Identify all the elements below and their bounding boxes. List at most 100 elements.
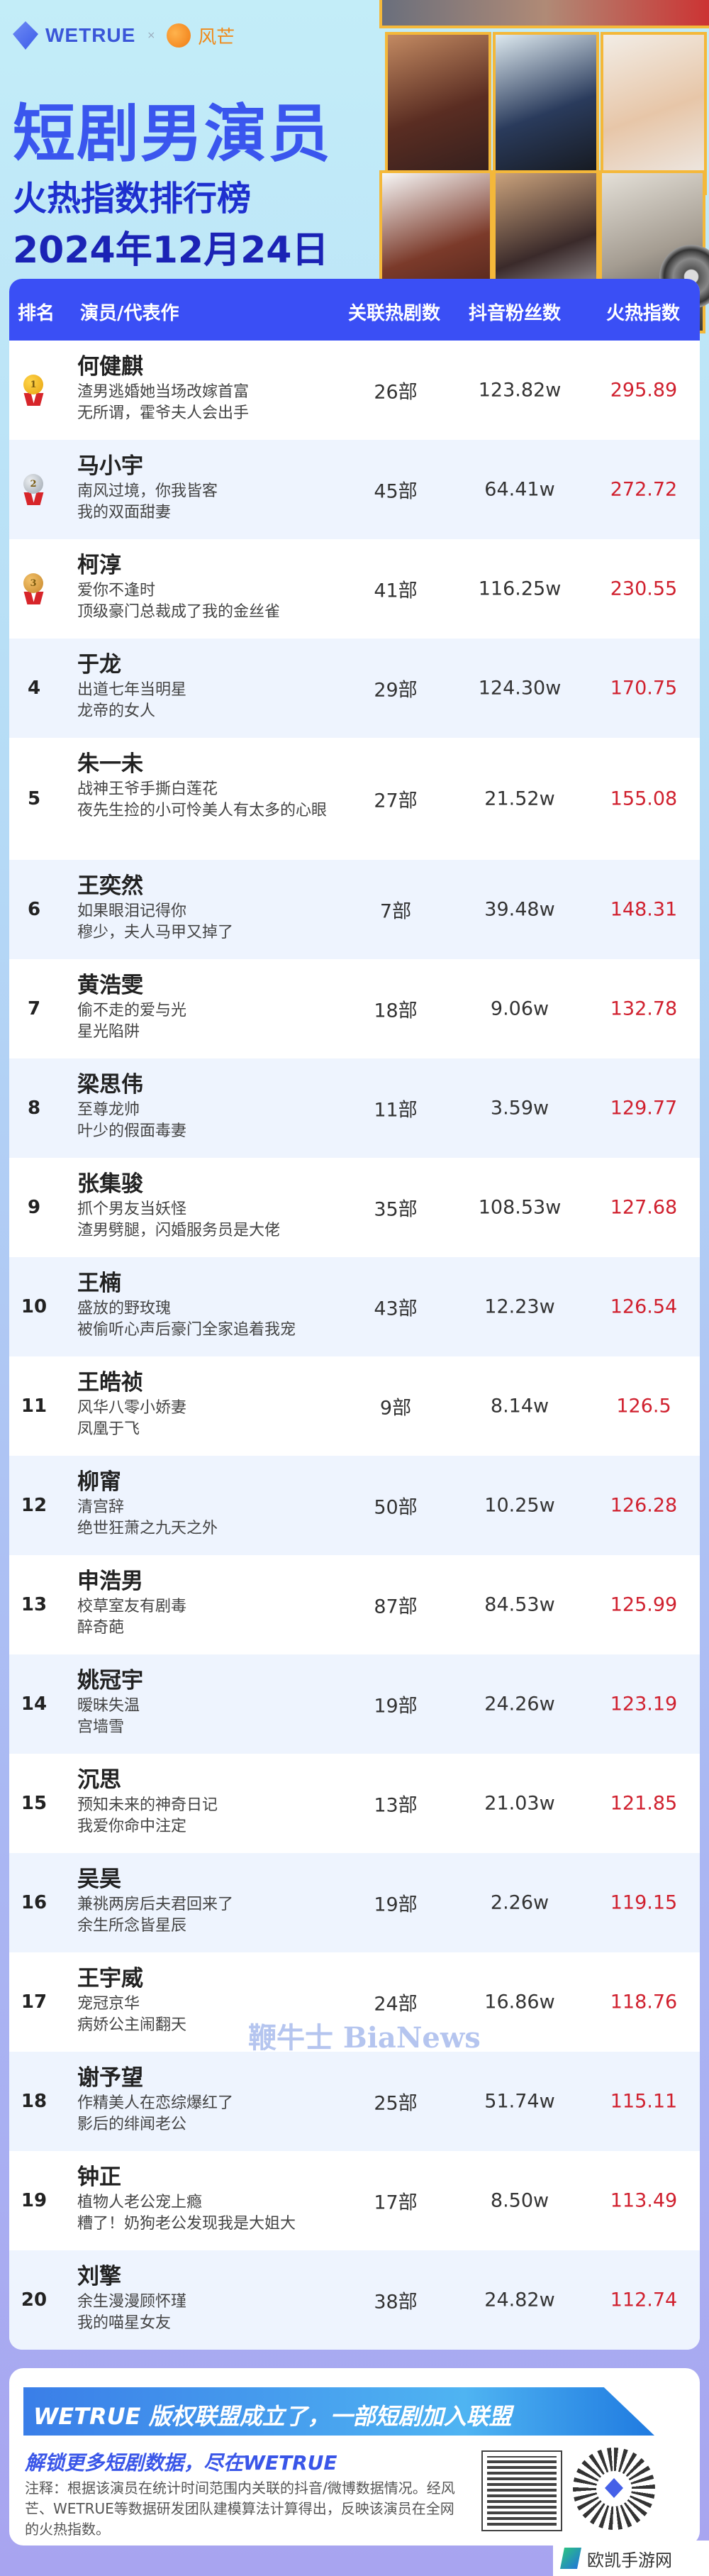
rank-number: 18 [21,2091,48,2112]
site-name: 欧凯手游网 [587,2550,672,2570]
heat-index: 121.85 [610,1792,678,1815]
logos: WETRUE × 风芒 [13,21,235,50]
actor-name: 王楠 [77,1271,121,1296]
actor-name: 黄浩雯 [77,973,143,998]
table-body: 1 何健麒 渣男逃婚她当场改嫁首富 无所谓，霍爷夫人会出手 26部 123.82w 2… [9,341,700,2350]
col-heat: 火热指数 [606,303,681,324]
gold-medal-icon: 1 [23,375,45,406]
heat-index: 132.78 [610,997,678,1020]
representative-work: 无所谓，霍爷夫人会出手 [77,404,250,422]
representative-work: 如果眼泪记得你 [77,902,187,920]
table-row: 8 梁思伟 至尊龙帅 叶少的假面毒妻 11部 3.59w 129.77 [9,1058,700,1158]
heat-index: 155.08 [610,787,678,810]
representative-work: 风华八零小娇妻 [77,1399,187,1417]
actor-name: 钟正 [77,2165,121,2190]
actor-name: 申浩男 [77,1569,143,1594]
douyin-fans: 21.52w [484,787,555,810]
representative-work: 顶级豪门总裁成了我的金丝雀 [77,603,281,621]
drama-count: 9部 [379,1397,412,1420]
representative-work: 兼祧两房后夫君回来了 [77,1896,234,1913]
silver-medal-icon: 2 [23,474,45,505]
table-row: 18 谢予望 作精美人在恋综爆红了 影后的绯闻老公 25部 51.74w 115.11 [9,2052,700,2151]
representative-work: 预知未来的神奇日记 [77,1796,218,1814]
table-row: 19 钟正 植物人老公宠上瘾 糟了！奶狗老公发现我是大姐大 17部 8.50w 113… [9,2151,700,2250]
representative-work: 我爱你命中注定 [77,1818,187,1835]
douyin-fans: 10.25w [484,1494,555,1517]
miniprogram-qr-code[interactable] [573,2448,655,2530]
alliance-banner: WETRUE 版权联盟成立了，一部短剧加入联盟 [23,2387,654,2436]
bronze-medal-icon: 3 [23,573,45,604]
heat-index: 112.74 [610,2289,678,2311]
actor-name: 梁思伟 [77,1072,143,1098]
douyin-fans: 21.03w [484,1792,555,1815]
actor-name: 马小宇 [77,453,143,479]
representative-work: 宠冠京华 [77,1995,140,2013]
heat-index: 126.5 [616,1395,671,1417]
rank-number: 2 [23,474,43,494]
drama-count: 87部 [374,1596,418,1618]
actor-name: 柯淳 [77,553,121,578]
representative-work: 校草室友有剧毒 [77,1598,187,1615]
wechat-qr-code[interactable] [481,2450,562,2531]
site-watermark: 欧凯手游网 [553,2541,709,2576]
rank-number: 17 [21,1991,48,2013]
heat-index: 115.11 [610,2090,678,2113]
table-row: 9 张集骏 抓个男友当妖怪 渣男劈腿，闪婚服务员是大佬 35部 108.53w 127… [9,1158,700,1257]
unlock-slogan: 解锁更多短剧数据，尽在WETRUE [25,2451,337,2475]
representative-work: 余生所念皆星辰 [77,1917,187,1935]
actor-name: 朱一未 [77,751,143,777]
heat-index: 129.77 [610,1097,678,1120]
actor-name: 谢予望 [77,2065,143,2091]
table-row: 10 王楠 盛放的野玫瑰 被偷听心声后豪门全家追着我宠 43部 12.23w 126.… [9,1257,700,1356]
actor-name: 王皓祯 [77,1370,143,1395]
heat-index: 148.31 [610,898,678,921]
rank-number: 9 [27,1197,41,1218]
representative-work: 我的双面甜妻 [77,504,172,521]
douyin-fans: 84.53w [484,1593,555,1616]
actor-name: 何健麒 [77,354,143,380]
actor-name: 王奕然 [77,873,143,899]
representative-work: 余生漫漫顾怀瑾 [77,2293,187,2311]
heat-index: 125.99 [610,1593,678,1616]
table-row: 5 朱一未 战神王爷手撕白莲花 夜先生捡的小可怜美人有太多的心眼 27部 21.52w… [9,738,700,860]
heat-index: 119.15 [610,1891,678,1914]
brand-separator: × [147,30,156,41]
douyin-fans: 116.25w [478,577,562,600]
rank-number: 19 [21,2190,48,2211]
representative-work: 暧昧失温 [77,1697,140,1715]
douyin-fans: 24.26w [484,1693,555,1715]
rank-number: 6 [27,899,41,920]
representative-work: 被偷听心声后豪门全家追着我宠 [77,1321,296,1339]
rank-number: 10 [21,1296,48,1317]
douyin-fans: 108.53w [478,1196,562,1219]
wetrue-logo-icon [13,21,38,50]
table-row: 16 吴昊 兼祧两房后夫君回来了 余生所念皆星辰 19部 2.26w 119.15 [9,1853,700,1952]
col-actor: 演员/代表作 [80,303,179,324]
actor-name: 于龙 [77,652,121,678]
representative-work: 影后的绯闻老公 [77,2116,187,2133]
drama-count: 38部 [374,2291,418,2314]
actor-name: 姚冠宇 [77,1668,143,1693]
drama-count: 7部 [379,900,412,923]
rank-number: 4 [27,678,41,699]
heat-index: 118.76 [610,1991,678,2013]
heat-index: 272.72 [610,478,678,501]
douyin-fans: 3.59w [490,1097,549,1120]
footer-card: WETRUE 版权联盟成立了，一部短剧加入联盟 解锁更多短剧数据，尽在WETRU… [9,2368,700,2545]
drama-count: 50部 [374,1496,418,1519]
representative-work: 病娇公主闹翻天 [77,2016,187,2034]
representative-work: 盛放的野玫瑰 [77,1300,172,1317]
representative-work: 凤凰于飞 [77,1420,140,1438]
representative-work: 醉奇葩 [77,1619,125,1637]
representative-work: 作精美人在恋综爆红了 [77,2094,234,2112]
table-row: 2 马小宇 南风过境，你我皆客 我的双面甜妻 45部 64.41w 272.72 [9,440,700,539]
table-row: 13 申浩男校草室友有剧毒 醉奇葩 87部 84.53w 125.99 [9,1555,700,1654]
actor-name: 张集骏 [77,1171,143,1197]
footnote: 注释：根据该演员在统计时间范围内关联的抖音/微博数据情况。经风芒、WETRUE等… [25,2480,455,2538]
rank-number: 13 [21,1594,48,1615]
representative-work: 渣男逃婚她当场改嫁首富 [77,383,250,401]
wetrue-brand: WETRUE [45,24,136,46]
rank-number: 1 [23,375,43,394]
actor-name: 刘擎 [77,2264,121,2289]
representative-work: 我的喵星女友 [77,2314,172,2332]
